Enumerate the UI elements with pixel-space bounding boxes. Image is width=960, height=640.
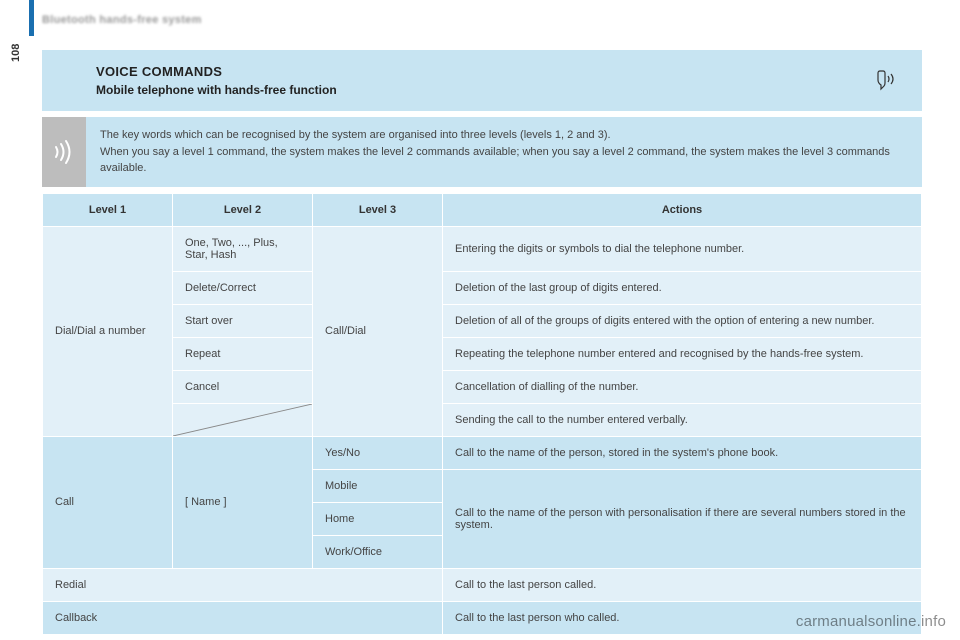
cell: Call to the name of the person with pers…: [443, 469, 922, 568]
cell-call-l2: [ Name ]: [173, 436, 313, 568]
cell: Repeating the telephone number entered a…: [443, 337, 922, 370]
cell: Work/Office: [313, 535, 443, 568]
cell: Delete/Correct: [173, 271, 313, 304]
cell: Callback: [43, 601, 443, 634]
cell: Redial: [43, 568, 443, 601]
cell: Home: [313, 502, 443, 535]
table-row: Callback Call to the last person who cal…: [43, 601, 922, 634]
info-line1: The key words which can be recognised by…: [100, 129, 611, 141]
cell-dial-l3: Call/Dial: [313, 226, 443, 436]
page-number: 108: [10, 44, 22, 62]
table-row: Start over Deletion of all of the groups…: [43, 304, 922, 337]
col-level1: Level 1: [43, 193, 173, 226]
diagonal-empty-cell: [173, 403, 313, 436]
col-actions: Actions: [443, 193, 922, 226]
table-header-row: Level 1 Level 2 Level 3 Actions: [43, 193, 922, 226]
cell-call-l1: Call: [43, 436, 173, 568]
cell: Cancellation of dialling of the number.: [443, 370, 922, 403]
title-sub: Mobile telephone with hands-free functio…: [96, 83, 894, 97]
table-row: Repeat Repeating the telephone number en…: [43, 337, 922, 370]
info-text: The key words which can be recognised by…: [86, 117, 922, 187]
cell: One, Two, ..., Plus, Star, Hash: [173, 226, 313, 271]
cell: Sending the call to the number entered v…: [443, 403, 922, 436]
table-row: Cancel Cancellation of dialling of the n…: [43, 370, 922, 403]
left-accent-bar: [29, 0, 34, 36]
table-row: Dial/Dial a number One, Two, ..., Plus, …: [43, 226, 922, 271]
cell: Deletion of the last group of digits ent…: [443, 271, 922, 304]
cell: Deletion of all of the groups of digits …: [443, 304, 922, 337]
cell: Cancel: [173, 370, 313, 403]
col-level3: Level 3: [313, 193, 443, 226]
voice-commands-table: Level 1 Level 2 Level 3 Actions Dial/Dia…: [42, 193, 922, 635]
cell: Call to the last person called.: [443, 568, 922, 601]
table-row: Delete/Correct Deletion of the last grou…: [43, 271, 922, 304]
cell: Start over: [173, 304, 313, 337]
cell: Yes/No: [313, 436, 443, 469]
watermark: carmanualsonline.info: [796, 613, 946, 630]
table-row: Redial Call to the last person called.: [43, 568, 922, 601]
voice-icon: [874, 68, 898, 92]
title-block: VOICE COMMANDS Mobile telephone with han…: [42, 50, 922, 111]
table-row: Call [ Name ] Yes/No Call to the name of…: [43, 436, 922, 469]
cell: Mobile: [313, 469, 443, 502]
col-level2: Level 2: [173, 193, 313, 226]
cell: Repeat: [173, 337, 313, 370]
cell-dial-l1: Dial/Dial a number: [43, 226, 173, 436]
table-row: Sending the call to the number entered v…: [43, 403, 922, 436]
info-line2: When you say a level 1 command, the syst…: [100, 146, 890, 175]
sound-waves-icon: [42, 117, 86, 187]
cell: Call to the name of the person, stored i…: [443, 436, 922, 469]
section-header: Bluetooth hands-free system: [42, 14, 202, 26]
main-content: VOICE COMMANDS Mobile telephone with han…: [42, 50, 922, 635]
info-box: The key words which can be recognised by…: [42, 117, 922, 187]
cell: Entering the digits or symbols to dial t…: [443, 226, 922, 271]
title-main: VOICE COMMANDS: [96, 64, 894, 79]
